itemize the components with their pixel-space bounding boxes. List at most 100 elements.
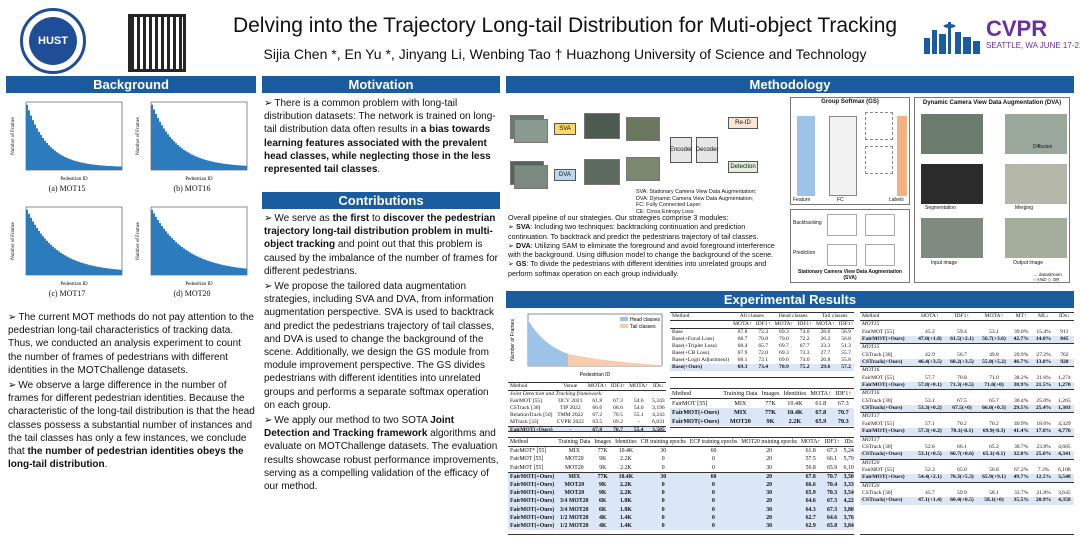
frames-chart-3: Pedestrian ID Number of Frames (d) MOT20 bbox=[131, 201, 253, 303]
table-cell: 2.2K bbox=[620, 464, 632, 471]
table-cell: 1/2 MOT20 bbox=[556, 522, 593, 531]
chart-bar bbox=[110, 268, 112, 275]
table-row: CSTrack [30] 53.1 67.5 65.7 30.4% 25.0% 1,265 bbox=[860, 398, 1074, 405]
table-cell: 61.8 bbox=[805, 448, 816, 455]
table-cell: 26.8 bbox=[820, 357, 831, 363]
chart-bar bbox=[28, 213, 30, 275]
cvpr-logo: CVPR SEATTLE, WA JUNE 17-21, 2024 bbox=[922, 16, 1080, 58]
table-cell: 57.3(+0.2) bbox=[913, 428, 946, 436]
table-cell: 65.9 bbox=[798, 489, 823, 498]
table-cell: 70.0 bbox=[779, 336, 789, 342]
chart-bar bbox=[229, 266, 231, 275]
background-text: ➢ The current MOT methods do not pay atte… bbox=[8, 312, 255, 471]
chart-bar bbox=[78, 261, 80, 275]
col-header: MT↑ bbox=[1009, 313, 1033, 322]
table-cell: 72.2 bbox=[799, 336, 810, 342]
table-cell: 67.8 bbox=[798, 471, 823, 482]
chart-bar bbox=[64, 156, 66, 170]
table-cell: 69.3 bbox=[779, 329, 789, 335]
table-cell: IJCV 2021 bbox=[558, 398, 583, 404]
detection-block: Detection bbox=[728, 161, 758, 173]
output-image-label: Output image bbox=[1013, 260, 1044, 266]
table-cell: 72.0 bbox=[758, 350, 769, 356]
chart-bar bbox=[229, 164, 231, 170]
chart-bar bbox=[50, 147, 52, 170]
table-cell: 21.8% bbox=[1036, 489, 1051, 496]
longtail-chart-svg: Head classes Tail classes Pedestrian ID … bbox=[510, 313, 663, 378]
motivation-a: There is a common problem with long-tail… bbox=[264, 98, 496, 136]
chart-bar bbox=[70, 159, 72, 170]
table-cell: 55.4 bbox=[627, 426, 651, 431]
table-cell: FairMOT [55] bbox=[862, 374, 895, 381]
col-header: IDs↓ bbox=[841, 438, 854, 448]
chart-bar bbox=[102, 165, 104, 170]
chart-svg: Pedestrian ID Number of Frames bbox=[11, 206, 123, 287]
table-cell: CSTrack [30] bbox=[862, 351, 893, 358]
reid-block: Re-ID bbox=[728, 117, 758, 129]
chart-bar bbox=[165, 131, 167, 170]
chart-bar bbox=[161, 125, 163, 170]
table-cell: 20 bbox=[739, 497, 799, 506]
chart-bar bbox=[114, 269, 116, 275]
dva-frame bbox=[1005, 114, 1067, 154]
chart-svg: Pedestrian ID Number of Frames bbox=[136, 101, 248, 182]
table-cell: CVPR 2022 bbox=[556, 419, 584, 425]
table-cell: 61.5(+2.1) bbox=[945, 336, 978, 344]
sva-panel: Backtracking Prediction Stationary Camer… bbox=[790, 209, 910, 283]
qr-code[interactable] bbox=[128, 14, 186, 72]
table-cell: 7.3% bbox=[1037, 466, 1050, 473]
table-cell: 20 bbox=[739, 471, 799, 482]
training-table: Method Training Data Images Identities MOTA↑… bbox=[670, 388, 854, 428]
chart-bar bbox=[44, 140, 46, 170]
col-header: HOTA↑ bbox=[913, 313, 946, 322]
desc-sva-name: SVA bbox=[516, 222, 531, 232]
table-cell: CSTrack(+Ours) bbox=[860, 405, 914, 413]
hust-logo: HUST bbox=[20, 8, 86, 74]
chart-bar bbox=[159, 121, 161, 170]
chart-xlabel: Pedestrian ID bbox=[185, 177, 213, 182]
chart-bar bbox=[215, 263, 217, 275]
group-label: MOT20 bbox=[860, 481, 1074, 490]
table-cell: 66.1 bbox=[957, 443, 967, 450]
table-cell: 71.0(+0) bbox=[977, 382, 1010, 390]
ablation-table: Method All classes Head classes Tail classe… bbox=[670, 312, 854, 378]
background-p1: The current MOT methods do not pay atten… bbox=[8, 312, 254, 376]
table-row: FairMOT(+Ours) 1/2 MOT20 4K 1.4K 0 0 30 62.9 65.… bbox=[508, 522, 854, 531]
table-row: FairMOT(+Ours) MOT20 9K 2.2K 0 0 30 65.9 70.3 3,5… bbox=[508, 489, 854, 498]
table-cell: FairMOT(+Ours) bbox=[508, 426, 555, 432]
table-cell: 1,270 bbox=[1054, 382, 1074, 390]
chart-ylabel: Number of Frames bbox=[136, 117, 141, 155]
table-cell: 67.8 bbox=[585, 426, 609, 431]
table-cell: FairMOT(+Ours) bbox=[508, 471, 557, 482]
table-row: FairMOT [55] 57.1 70.2 70.2 40.9% 18.6% 4,329 bbox=[860, 421, 1074, 428]
chart-bar bbox=[100, 165, 102, 170]
chart-bar bbox=[34, 124, 36, 170]
chart-xlabel: Pedestrian ID bbox=[185, 282, 213, 287]
chart-ylabel: Number of Frames bbox=[11, 117, 16, 155]
chart-bar bbox=[217, 263, 219, 275]
table-cell: 0 bbox=[638, 522, 688, 531]
dva-frame bbox=[921, 114, 983, 154]
contrib-1c: to bbox=[369, 213, 384, 224]
table-cell: 0 bbox=[687, 513, 740, 523]
legend-sva: SVA: Stationary Camera View Data Augment… bbox=[636, 189, 757, 195]
chart-bar bbox=[173, 141, 175, 170]
table-row: FairMOT [55] 45.2 59.4 53.1 39.0% 15.4% 911 bbox=[860, 329, 1074, 336]
chart-bar bbox=[245, 165, 247, 170]
poster-title: Delving into the Trajectory Long-tail Di… bbox=[232, 14, 898, 37]
col-header: IDF1↑ bbox=[945, 313, 978, 322]
chart-bar bbox=[30, 115, 32, 170]
dva-title: Dynamic Camera View Data Augmentation (D… bbox=[922, 100, 1062, 106]
chart-bar bbox=[169, 235, 171, 275]
table-cell: 68.6 bbox=[613, 405, 623, 411]
table-cell: 67.9 bbox=[737, 350, 748, 356]
table-cell: 70.7 bbox=[822, 471, 842, 482]
table-cell: 63.5 bbox=[592, 419, 603, 425]
col-header: Head classes bbox=[772, 313, 814, 321]
chart-bar bbox=[40, 233, 42, 275]
chart-caption: (c) MOT17 bbox=[48, 289, 86, 298]
table-cell: 70.7 bbox=[833, 408, 854, 417]
table-cell: 59.9 bbox=[957, 489, 967, 496]
col-header: MOTA↑ bbox=[798, 438, 823, 448]
chart-xlabel: Pedestrian ID bbox=[60, 282, 88, 287]
